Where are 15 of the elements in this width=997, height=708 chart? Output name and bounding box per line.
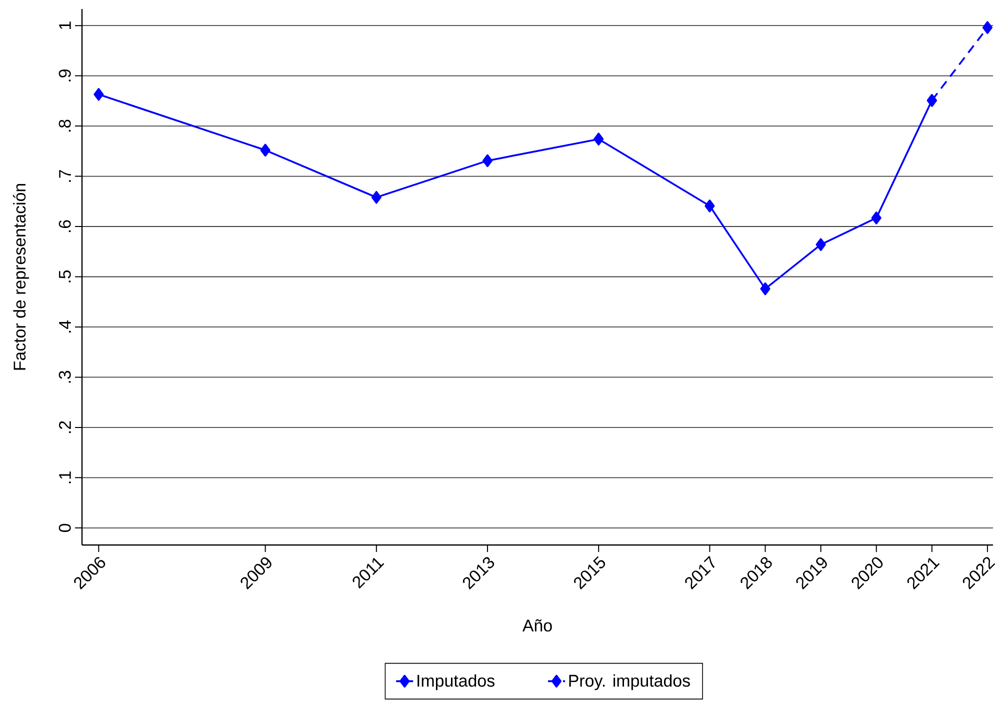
y-tick-label: .3 [58,370,71,383]
y-tick-label: .8 [58,120,71,132]
legend-label: Imputados [418,674,494,690]
y-tick-label: .4 [59,320,71,332]
y-tick-label: .9 [58,70,71,82]
y-tick-label: 0 [58,524,71,532]
y-tick-label: .6 [58,220,71,232]
y-tick-label: .7 [59,170,71,182]
y-tick-label: .1 [59,471,71,484]
y-tick-label: .2 [58,421,71,433]
x-axis-title: Año [522,619,552,632]
y-tick-label: .5 [58,270,71,282]
y-tick-label: 1 [59,22,71,29]
legend-label: Proy. imputados [569,674,690,690]
y-axis-title: Factor de representación [12,184,29,370]
